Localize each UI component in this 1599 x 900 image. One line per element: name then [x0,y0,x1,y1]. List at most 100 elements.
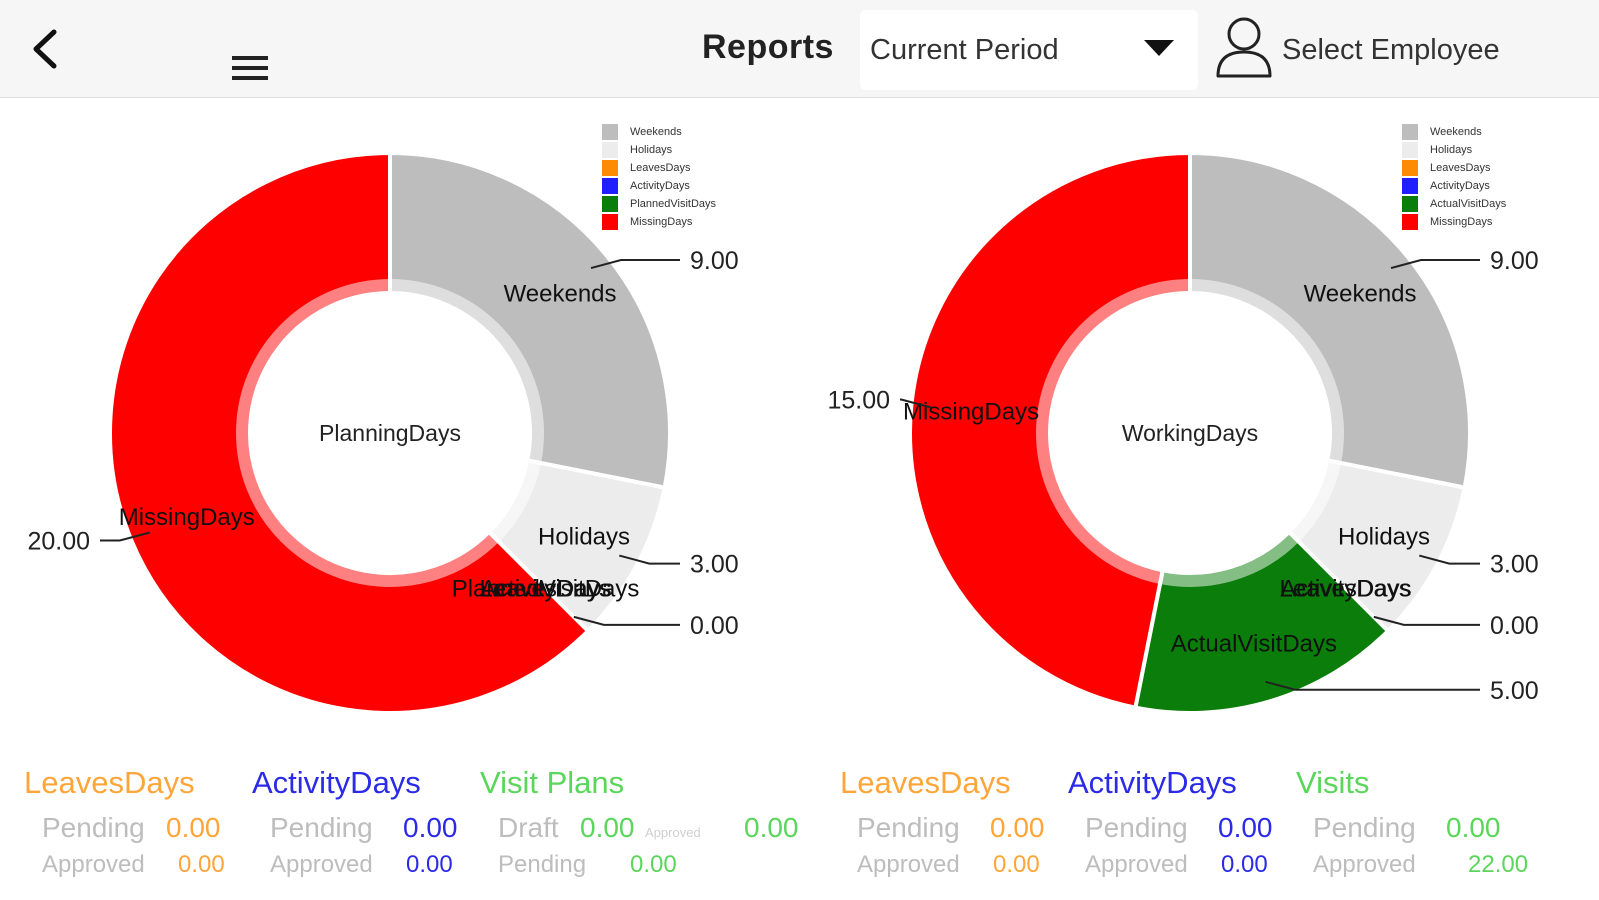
legend-item-activity-days: ActivityDays [1402,177,1582,195]
legend-item-activity-days: ActivityDays [602,177,782,195]
activity-days-heading: ActivityDays [1068,765,1237,800]
slice-label-holidays: Holidays [1338,524,1430,551]
legend-swatch [602,178,618,194]
slice-label-activity-days: ActivityDays [1280,576,1411,603]
hamburger-menu-icon [232,56,268,80]
legend-label: Weekends [630,126,682,138]
working-stats-panel: LeavesDays ActivityDays Visits Pending 0… [800,765,1599,895]
activity-pending-value: 0.00 [1218,812,1273,843]
legend-item-missing-days: MissingDays [1402,213,1582,231]
legend-label: MissingDays [1430,216,1493,228]
legend-swatch [602,124,618,140]
leaves-days-heading: LeavesDays [24,765,195,800]
leaves-approved-value: 0.00 [993,851,1040,878]
legend-item-holidays: Holidays [1402,141,1582,159]
activity-approved-label: Approved [1085,851,1188,878]
legend-swatch [1402,214,1418,230]
legend-item-weekends: Weekends [1402,123,1582,141]
leaves-days-heading: LeavesDays [840,765,1011,800]
value-label-planned-visit-days: 0.00 [690,612,739,640]
period-dropdown[interactable]: Current Period [860,10,1198,90]
value-label-missing-days: 20.00 [27,527,90,555]
activity-days-heading: ActivityDays [252,765,421,800]
menu-button[interactable] [228,52,272,88]
value-label-holidays: 3.00 [1490,551,1539,579]
slice-label-weekends: Weekends [504,280,617,307]
visits-pending-value: 0.00 [630,851,677,878]
visits-draft-value: 0.00 [580,812,635,843]
leader-line-holidays [1419,554,1480,565]
legend-item-planned-visit-days: PlannedVisitDays [602,195,782,213]
legend-item-weekends: Weekends [602,123,782,141]
activity-pending-value: 0.00 [403,812,458,843]
planning-days-donut-chart: PlanningDays Weekends 9.00 Holidays 3.00 Leav… [0,115,800,735]
leader-line-missing-days [900,398,932,409]
center-label: PlanningDays [319,420,461,446]
slice-label-leaves-days: LeavesDays [1280,576,1412,603]
legend-label: ActivityDays [630,180,690,192]
donut-hole [1050,293,1330,573]
donut-svg: WorkingDays Weekends 9.00 Holidays 3.00 Leave… [827,150,1539,715]
period-selected-value: Current Period [870,34,1059,66]
legend-label: MissingDays [630,216,693,228]
caret-down-icon [1144,40,1174,56]
legend-label: Holidays [630,144,673,156]
visits-approved-label: Approved [645,825,701,840]
legend-swatch [602,214,618,230]
value-label-weekends: 9.00 [690,247,739,275]
select-employee-button[interactable]: Select Employee [1212,12,1592,88]
legend-label: PlannedVisitDays [630,198,717,210]
activity-pending-label: Pending [270,812,373,843]
leaves-pending-label: Pending [42,812,145,843]
activity-approved-label: Approved [270,851,373,878]
visits-draft-label: Draft [498,812,559,843]
legend-item-missing-days: MissingDays [602,213,782,231]
legend-label: ActualVisitDays [1430,198,1507,210]
leaves-pending-value: 0.00 [166,812,221,843]
chart-legend: Weekends Holidays LeavesDays ActivityDays Pl… [602,123,782,231]
back-button[interactable] [26,24,66,74]
leaves-pending-value: 0.00 [990,812,1045,843]
legend-swatch [602,160,618,176]
value-label-missing-days: 15.00 [827,387,890,415]
leaves-approved-label: Approved [42,851,145,878]
leaves-pending-label: Pending [857,812,960,843]
legend-swatch [602,196,618,212]
slice-label-weekends: Weekends [1304,280,1417,307]
leader-line-planned-visit-days [573,615,680,626]
top-bar: Reports Current Period Select Employee [0,0,1599,98]
chevron-left-icon [33,29,57,69]
leader-line-weekends [1390,259,1480,270]
leader-line-missing-days [100,531,151,542]
legend-swatch [1402,196,1418,212]
planning-stats-panel: LeavesDays ActivityDays Visit Plans Pend… [0,765,800,895]
visits-heading: Visits [1296,765,1370,800]
working-days-donut-chart: WorkingDays Weekends 9.00 Holidays 3.00 Leave… [800,115,1599,735]
select-employee-label: Select Employee [1282,34,1500,66]
page-title: Reports [702,28,834,66]
slice-label-holidays: Holidays [538,524,630,551]
visits-approved-value: 22.00 [1468,851,1529,878]
slice-label-missing-days: MissingDays [903,398,1039,425]
legend-label: LeavesDays [1430,162,1491,174]
visits-approved-value: 0.00 [744,812,799,843]
legend-item-leaves-days: LeavesDays [602,159,782,177]
legend-label: ActivityDays [1430,180,1490,192]
legend-item-actual-visit-days: ActualVisitDays [1402,195,1582,213]
inner-ring [1036,279,1344,587]
leader-line-weekends [590,259,680,270]
legend-item-holidays: Holidays [602,141,782,159]
user-icon [1216,17,1272,78]
value-label-actual-visit-days: 5.00 [1490,677,1539,705]
leader-line-activity-days [1373,615,1480,626]
value-label-holidays: 3.00 [690,551,739,579]
donut-svg: PlanningDays Weekends 9.00 Holidays 3.00 Leav… [27,150,739,715]
legend-swatch [1402,124,1418,140]
leader-line-holidays [619,554,680,565]
slice-label-planned-visit-days: PlannedVisitDays [452,576,640,603]
leaves-approved-value: 0.00 [178,851,225,878]
slice-label-actual-visit-days: ActualVisitDays [1171,631,1337,658]
visits-pending-value: 0.00 [1446,812,1501,843]
value-label-activity-days: 0.00 [1490,612,1539,640]
legend-swatch [1402,142,1418,158]
